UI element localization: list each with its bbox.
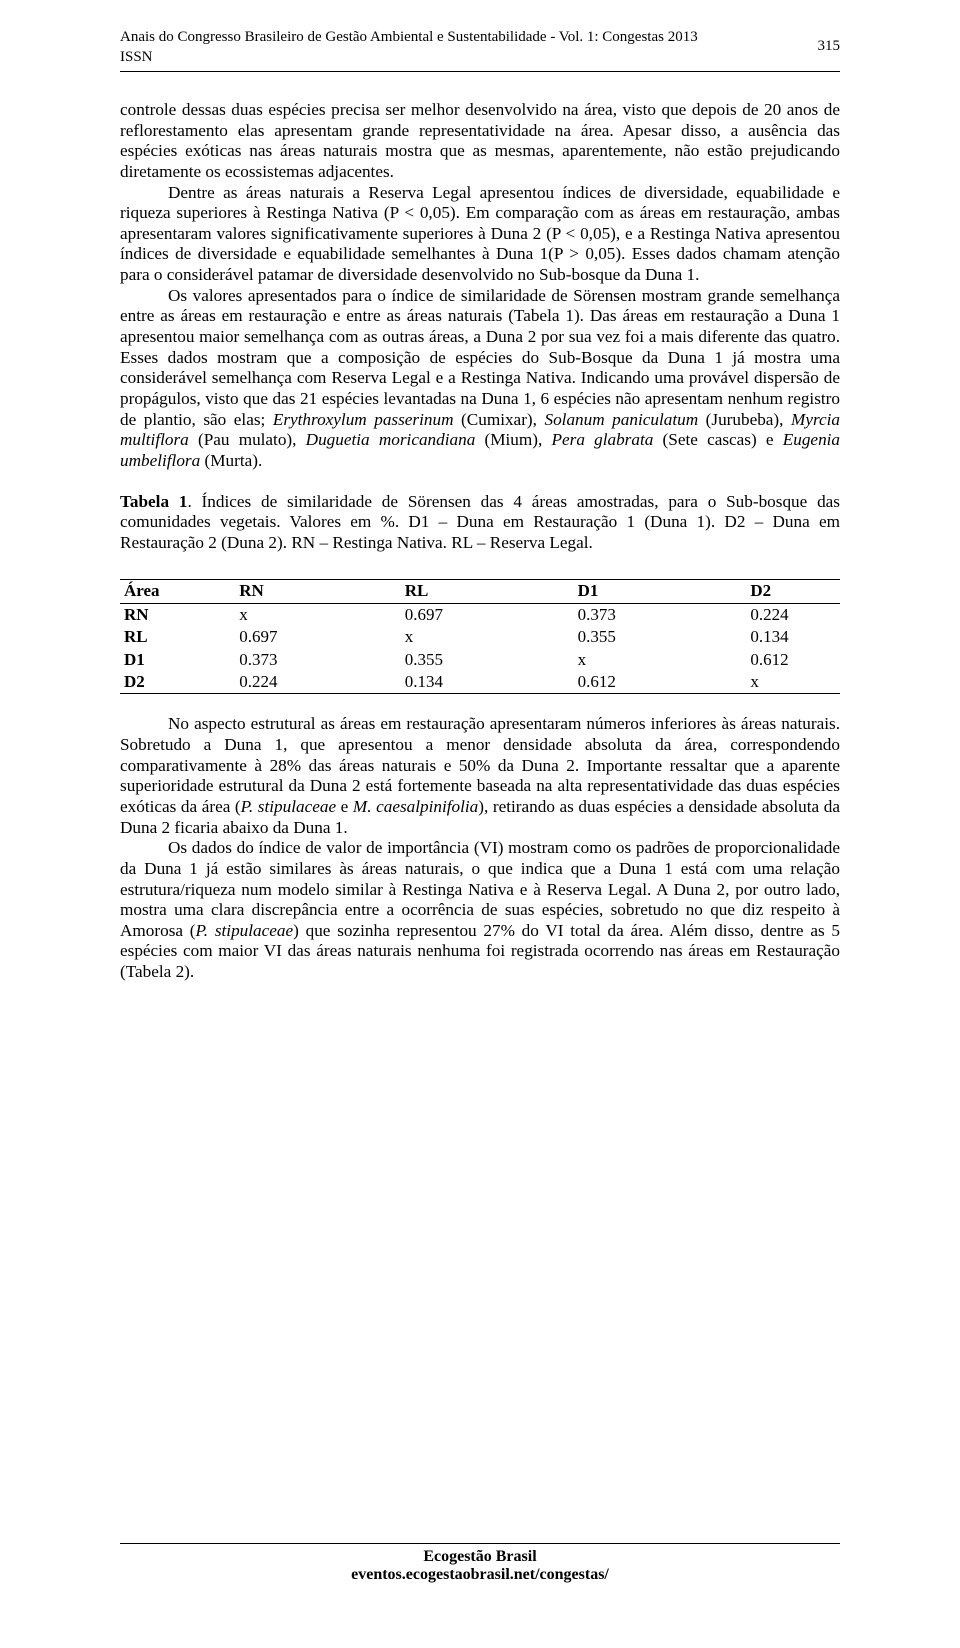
table-cell: 0.224 [235,671,401,694]
species-2: Solanum paniculatum [544,410,698,429]
paragraph-5: Os dados do índice de valor de importânc… [120,838,840,982]
header-title: Anais do Congresso Brasileiro de Gestão … [120,28,698,67]
species-5: Pera glabrata [552,430,654,449]
body-text: controle dessas duas espécies precisa se… [120,100,840,983]
table-cell: 0.355 [401,649,574,671]
footer-line2: eventos.ecogestaobrasil.net/congestas/ [351,1566,609,1583]
table-cell: x [235,603,401,626]
table-cell: 0.697 [235,626,401,648]
p3-text-g: (Murta). [200,451,262,470]
species-1: Erythroxylum passerinum [273,410,454,429]
table-caption: Tabela 1. Índices de similaridade de Sör… [120,492,840,554]
header-line1: Anais do Congresso Brasileiro de Gestão … [120,29,698,45]
table-row: RN x 0.697 0.373 0.224 [120,603,840,626]
p3-text-c: (Jurubeba), [698,410,791,429]
table-cell: 0.612 [746,649,840,671]
header-divider [120,71,840,72]
p3-text-f: (Sete cascas) e [653,430,782,449]
table-row: D2 0.224 0.134 0.612 x [120,671,840,694]
page-footer: Ecogestão Brasil eventos.ecogestaobrasil… [0,1543,960,1584]
table-col-header: RL [401,580,574,603]
species-7: P. stipulaceae [241,797,336,816]
species-8: M. caesalpinifolia [353,797,478,816]
paragraph-3: Os valores apresentados para o índice de… [120,286,840,472]
p4-text-b: e [336,797,353,816]
p3-text-d: (Pau mulato), [189,430,306,449]
species-9: P. stipulaceae [196,921,294,940]
paragraph-2: Dentre as áreas naturais a Reserva Legal… [120,183,840,286]
table-caption-text: . Índices de similaridade de Sörensen da… [120,492,840,552]
footer-divider [120,1543,840,1544]
table-cell: 0.697 [401,603,574,626]
species-4: Duguetia moricandiana [306,430,476,449]
table-cell: 0.355 [574,626,747,648]
page-number: 315 [818,28,841,57]
p3-text-a: Os valores apresentados para o índice de… [120,286,840,429]
table-label: Tabela 1 [120,492,187,511]
paragraph-1: controle dessas duas espécies precisa se… [120,100,840,183]
table-header-row: Área RN RL D1 D2 [120,580,840,603]
table-col-header: D1 [574,580,747,603]
similarity-table: Área RN RL D1 D2 RN x 0.697 0.373 0.224 … [120,579,840,694]
table-col-header: Área [120,580,235,603]
table-cell: 0.134 [401,671,574,694]
page-header: Anais do Congresso Brasileiro de Gestão … [120,28,840,67]
table-cell: 0.373 [574,603,747,626]
table-cell: 0.612 [574,671,747,694]
footer-line1: Ecogestão Brasil [423,1548,536,1565]
table-row: RL 0.697 x 0.355 0.134 [120,626,840,648]
table-cell: RL [120,626,235,648]
table-cell: 0.373 [235,649,401,671]
header-line2: ISSN [120,49,153,65]
p3-text-b: (Cumixar), [454,410,545,429]
p3-text-e: (Mium), [475,430,551,449]
table-cell: x [574,649,747,671]
table-cell: 0.134 [746,626,840,648]
table-cell: D2 [120,671,235,694]
paragraph-4: No aspecto estrutural as áreas em restau… [120,714,840,838]
table-cell: x [746,671,840,694]
table-cell: 0.224 [746,603,840,626]
table-col-header: RN [235,580,401,603]
table-cell: D1 [120,649,235,671]
table-row: D1 0.373 0.355 x 0.612 [120,649,840,671]
table-cell: RN [120,603,235,626]
table-col-header: D2 [746,580,840,603]
table-cell: x [401,626,574,648]
